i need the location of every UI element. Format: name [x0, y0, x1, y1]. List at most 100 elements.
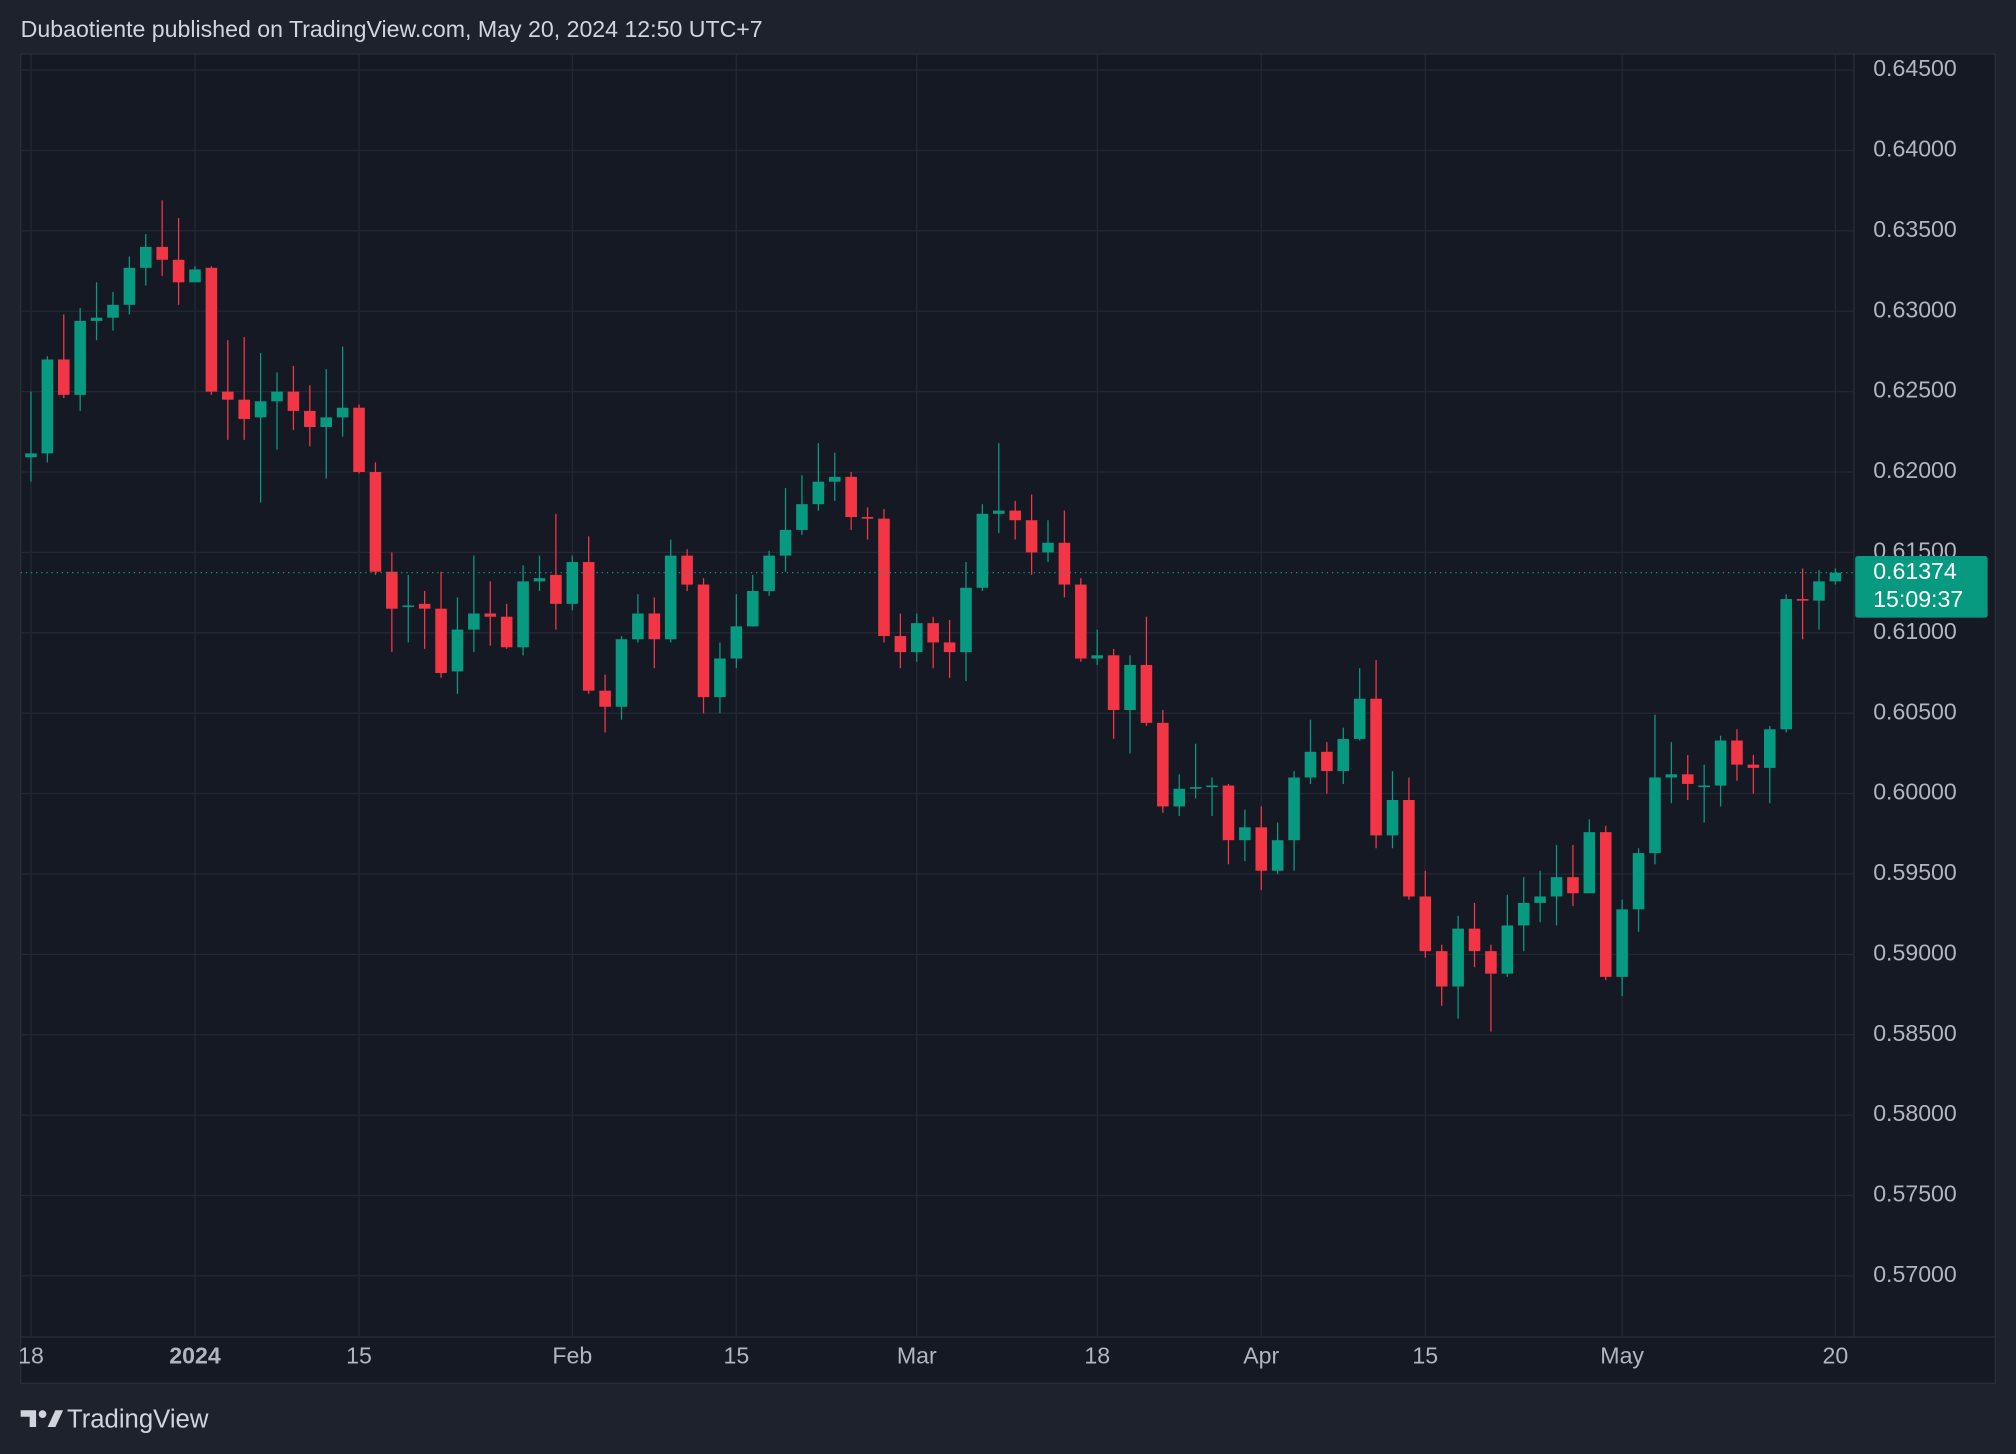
candle-body — [1534, 896, 1546, 903]
candle-body — [796, 504, 808, 530]
candle-body — [41, 359, 54, 454]
candle-body — [1599, 832, 1612, 977]
countdown-label: 15:09:37 — [1873, 586, 1963, 612]
candle-body — [1567, 877, 1579, 894]
candle-body — [1321, 751, 1333, 772]
y-tick-label: 0.57000 — [1873, 1261, 1957, 1287]
candle-body — [1107, 655, 1120, 710]
candle-body — [943, 642, 956, 653]
last-price-box — [1855, 555, 1988, 618]
candle-body — [1042, 542, 1054, 553]
candle-body — [582, 562, 595, 691]
candle-body — [681, 555, 693, 585]
x-tick-label: 18 — [18, 1343, 44, 1369]
candle-body — [500, 616, 513, 648]
candle-body — [1829, 572, 1842, 582]
last-price-label: 0.61374 — [1873, 558, 1957, 584]
candle-body — [697, 584, 710, 698]
candle-body — [222, 391, 234, 400]
y-tick-label: 0.64000 — [1873, 136, 1957, 162]
candle-body — [1124, 664, 1136, 710]
candle-body — [993, 510, 1005, 514]
candle-body — [107, 304, 119, 318]
candle-body — [1419, 896, 1432, 952]
y-tick-label: 0.59000 — [1873, 939, 1957, 965]
x-tick-label: 15 — [1412, 1343, 1438, 1369]
candle-body — [484, 613, 497, 617]
candle-body — [714, 658, 726, 698]
candle-body — [320, 417, 333, 428]
candle-body — [369, 472, 382, 572]
candle-body — [189, 269, 201, 283]
candle-body — [1222, 785, 1235, 841]
x-tick-label: 2024 — [169, 1343, 221, 1369]
candle-body — [1681, 774, 1694, 784]
candle-body — [418, 603, 431, 609]
candle-body — [1386, 800, 1399, 836]
candle-body — [1009, 510, 1021, 521]
y-tick-label: 0.60500 — [1873, 698, 1957, 724]
candle-body — [451, 629, 464, 672]
candle-body — [779, 529, 792, 556]
candle-body — [845, 476, 857, 518]
candle-body — [1435, 951, 1448, 987]
candle-body — [1304, 751, 1317, 778]
candle-body — [1665, 774, 1678, 778]
candle-body — [1714, 740, 1727, 786]
candle-body — [1189, 787, 1202, 789]
header-title: Dubaotiente published on TradingView.com… — [21, 16, 763, 42]
candle-body — [1485, 951, 1497, 974]
candle-body — [648, 613, 661, 640]
x-tick-label: Apr — [1243, 1343, 1279, 1369]
candle-body — [1517, 902, 1530, 926]
x-tick-label: May — [1600, 1343, 1644, 1369]
candle-body — [1550, 877, 1563, 897]
candle-body — [1370, 698, 1382, 836]
y-tick-label: 0.58500 — [1873, 1020, 1957, 1046]
candle-body — [927, 623, 939, 643]
candle-body — [1353, 698, 1366, 739]
y-tick-label: 0.57500 — [1873, 1181, 1957, 1207]
candle-body — [1796, 599, 1809, 601]
candle-body — [57, 359, 70, 395]
x-tick-label: 15 — [723, 1343, 749, 1369]
candle-body — [632, 613, 644, 640]
candle-body — [1747, 764, 1760, 768]
y-tick-label: 0.60000 — [1873, 779, 1957, 805]
brand-name: TradingView — [67, 1405, 209, 1433]
candle-body — [1255, 827, 1268, 871]
candle-body — [1616, 909, 1628, 977]
y-tick-label: 0.63000 — [1873, 296, 1957, 322]
candle-body — [1501, 925, 1514, 974]
candle-body — [1632, 853, 1645, 910]
y-tick-label: 0.62000 — [1873, 457, 1957, 483]
candle-body — [1239, 827, 1251, 841]
candle-body — [156, 246, 168, 260]
y-tick-label: 0.63500 — [1873, 216, 1957, 242]
candle-body — [960, 587, 972, 653]
candle-body — [353, 407, 365, 473]
candle-body — [74, 320, 86, 395]
candle-body — [468, 613, 480, 630]
candle-body — [615, 639, 628, 707]
candle-body — [1452, 928, 1464, 987]
candle-body — [1583, 832, 1596, 894]
brand-logo — [20, 1410, 64, 1428]
candle-body — [1468, 928, 1481, 952]
candle-body — [1288, 777, 1300, 841]
candle-body — [435, 608, 447, 673]
candle-body — [976, 513, 989, 588]
chart-pane — [20, 53, 1996, 1384]
candle-body — [1140, 664, 1153, 723]
x-tick-label: 20 — [1823, 1343, 1849, 1369]
candle-body — [1403, 800, 1415, 897]
candle-body — [533, 578, 546, 582]
logo-icon — [20, 1410, 37, 1428]
candle-body — [238, 399, 250, 419]
x-tick-label: Mar — [897, 1343, 937, 1369]
candle-body — [894, 636, 907, 653]
logo-icon — [47, 1410, 64, 1428]
candle-body — [517, 581, 529, 648]
